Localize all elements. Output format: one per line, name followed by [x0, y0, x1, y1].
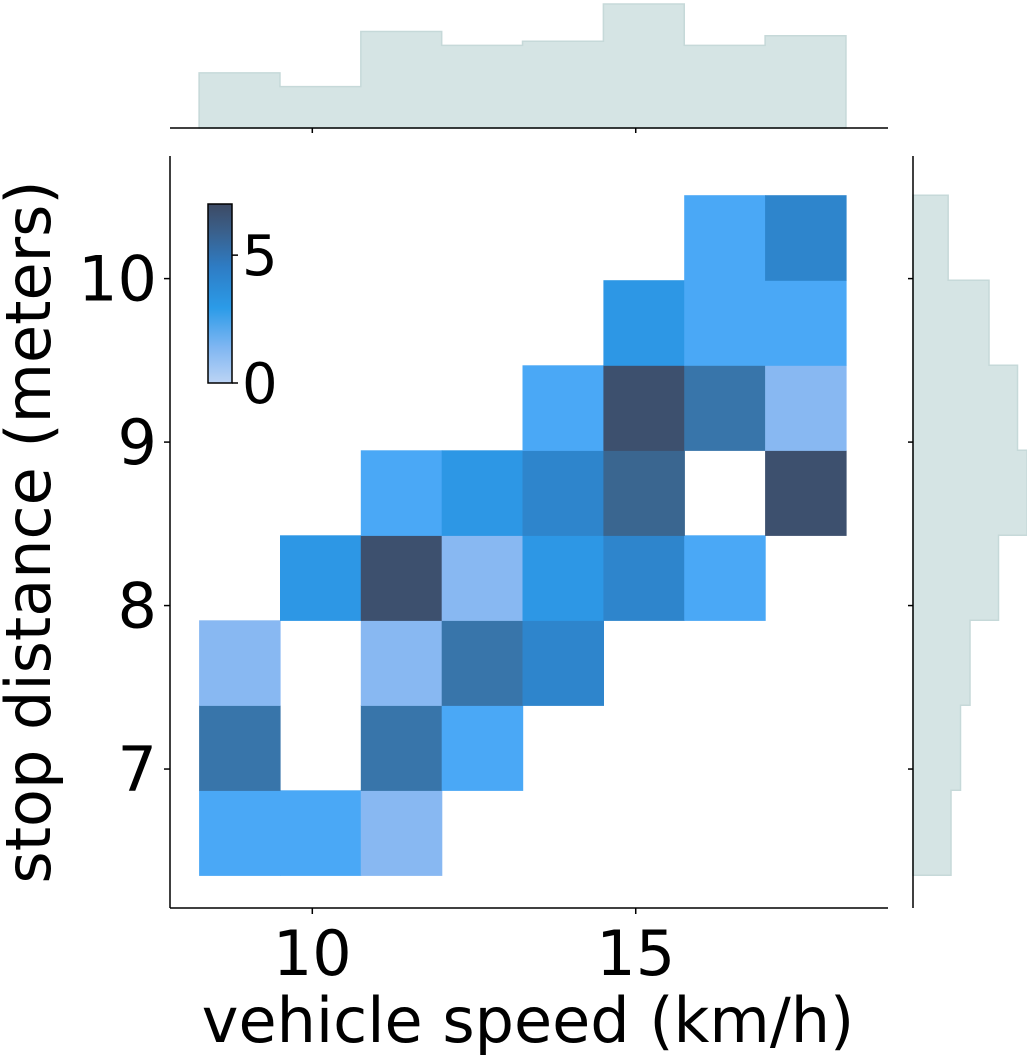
- y-tick-label: 8: [118, 570, 157, 643]
- heatmap-cells: [199, 195, 847, 876]
- heatmap-cell: [765, 450, 847, 536]
- heatmap-cell: [765, 195, 847, 281]
- top-marginal-bars: [198, 3, 847, 129]
- heatmap-cell: [199, 705, 281, 791]
- main-axes: [164, 156, 888, 914]
- heatmap-cell: [441, 535, 524, 621]
- top-marginal-histogram: [170, 3, 888, 133]
- heatmap-cell: [684, 195, 766, 281]
- heatmap-cell: [522, 535, 604, 621]
- x-tick-label: 15: [596, 917, 675, 990]
- heatmap-cell: [360, 535, 443, 621]
- heatmap-cell: [360, 705, 443, 791]
- x-axis-label: vehicle speed (km/h): [202, 984, 854, 1057]
- right-marginal-bars: [912, 194, 1027, 877]
- y-tick-label: 9: [118, 406, 157, 479]
- colorbar-gradient: [207, 203, 233, 384]
- heatmap-cell: [684, 535, 766, 621]
- colorbar-tick-label: 0: [242, 352, 278, 417]
- colorbar: 05: [207, 203, 278, 417]
- heatmap-cell: [522, 620, 604, 706]
- colorbar-tick-label: 5: [242, 224, 278, 289]
- heatmap-cell: [441, 450, 524, 536]
- heatmap-cell: [360, 620, 443, 706]
- tick-labels: 10 15 7 8 9 10: [78, 243, 675, 990]
- heatmap-cell: [765, 280, 847, 366]
- heatmap-cell: [360, 450, 443, 536]
- heatmap-cell: [603, 450, 685, 536]
- heatmap-cell: [199, 620, 281, 706]
- heatmap-cell: [441, 620, 524, 706]
- right-marginal-histogram: [908, 156, 1027, 908]
- heatmap-cell: [360, 790, 443, 876]
- x-tick-label: 10: [273, 917, 352, 990]
- y-axis-label: stop distance (meters): [0, 180, 65, 883]
- heatmap-cell: [441, 705, 524, 791]
- heatmap-cell: [522, 365, 604, 451]
- heatmap-cell: [765, 365, 847, 451]
- heatmap-cell: [684, 365, 766, 451]
- heatmap-cell: [522, 450, 604, 536]
- y-tick-label: 10: [78, 243, 157, 316]
- heatmap-cell: [199, 790, 281, 876]
- y-tick-label: 7: [118, 733, 157, 806]
- heatmap-cell: [280, 790, 362, 876]
- heatmap-cell: [603, 365, 685, 451]
- heatmap-cell: [603, 535, 685, 621]
- heatmap-cell: [684, 280, 766, 366]
- heatmap-cell: [280, 535, 362, 621]
- heatmap-cell: [603, 280, 685, 366]
